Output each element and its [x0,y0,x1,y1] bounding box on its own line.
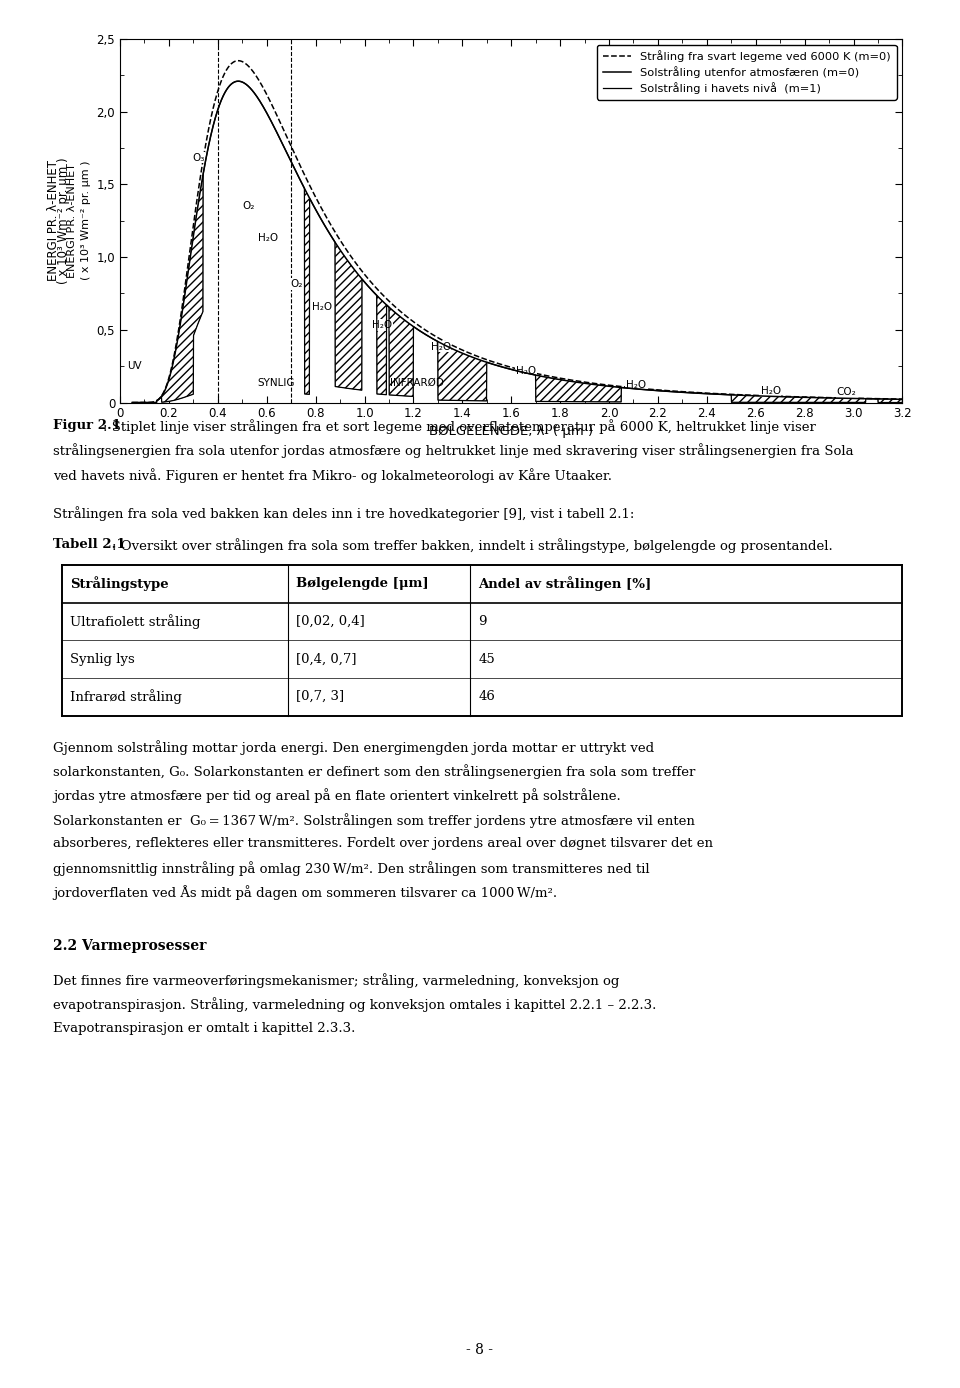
Text: O₃: O₃ [192,153,204,162]
Text: ved havets nivå. Figuren er hentet fra Mikro- og lokalmeteorologi av Kåre Utaake: ved havets nivå. Figuren er hentet fra M… [53,468,612,483]
Text: Strålingstype: Strålingstype [70,576,169,591]
Text: Solarkonstanten er  G₀ = 1367 W/m². Solstrålingen som treffer jordens ytre atmos: Solarkonstanten er G₀ = 1367 W/m². Solst… [53,813,695,827]
Text: : Oversikt over strålingen fra sola som treffer bakken, inndelt i strålingstype,: : Oversikt over strålingen fra sola som … [112,539,833,552]
Text: 46: 46 [478,690,495,704]
Text: Andel av strålingen [%]: Andel av strålingen [%] [478,576,651,591]
Y-axis label: ENERGI PR. λ-ENHET
( x 10³ Wm⁻² pr. μm ): ENERGI PR. λ-ENHET ( x 10³ Wm⁻² pr. μm ) [67,161,91,280]
Text: Evapotranspirasjon er omtalt i kapittel 2.3.3.: Evapotranspirasjon er omtalt i kapittel … [53,1022,355,1034]
Text: absorberes, reflekteres eller transmitteres. Fordelt over jordens areal over døg: absorberes, reflekteres eller transmitte… [53,837,712,849]
Text: [0,4, 0,7]: [0,4, 0,7] [296,652,356,665]
Text: H₂O: H₂O [626,380,646,390]
Text: 9: 9 [478,615,487,627]
Text: Tabell 2.1: Tabell 2.1 [53,539,126,551]
Text: : Stiplet linje viser strålingen fra et sort legeme med overflatetemperatur på 6: : Stiplet linje viser strålingen fra et … [103,419,816,434]
Text: Gjennom solstråling mottar jorda energi. Den energimengden jorda mottar er uttry: Gjennom solstråling mottar jorda energi.… [53,740,654,755]
Text: O₂: O₂ [290,279,302,289]
Text: INFRARØD: INFRARØD [391,378,444,389]
Text: - 8 -: - 8 - [467,1344,493,1357]
Text: strålingsenergien fra sola utenfor jordas atmosfære og heltrukket linje med skra: strålingsenergien fra sola utenfor jorda… [53,444,853,458]
Text: CO₂: CO₂ [836,387,856,397]
Text: Strålingen fra sola ved bakken kan deles inn i tre hovedkategorier [9], vist i t: Strålingen fra sola ved bakken kan deles… [53,507,635,522]
Text: H₂O: H₂O [312,303,332,312]
Text: Bølgelengde [μm]: Bølgelengde [μm] [296,577,428,590]
Text: H₂O: H₂O [372,319,392,330]
Text: H₂O: H₂O [516,366,537,376]
Text: Infrarød stråling: Infrarød stråling [70,690,182,704]
Text: [0,02, 0,4]: [0,02, 0,4] [296,615,365,627]
Text: 45: 45 [478,652,494,665]
Text: [0,7, 3]: [0,7, 3] [296,690,344,704]
Text: Figur 2.1: Figur 2.1 [53,419,121,432]
Text: ENERGI PR. λ-ENHET: ENERGI PR. λ-ENHET [47,160,60,282]
Text: Det finnes fire varmeoverføringsmekanismer; stråling, varmeledning, konveksjon o: Det finnes fire varmeoverføringsmekanism… [53,973,619,988]
Text: ( x 10³ Wm⁻² pr. μm ): ( x 10³ Wm⁻² pr. μm ) [58,157,70,285]
Text: H₂O: H₂O [430,341,450,351]
Text: H₂O: H₂O [258,233,278,243]
Text: Synlig lys: Synlig lys [70,652,134,665]
Text: O₂: O₂ [242,200,254,211]
X-axis label: BØLGELENGDE, λ  ( μm ): BØLGELENGDE, λ ( μm ) [429,425,593,437]
Text: jordas ytre atmosfære per tid og areal på en flate orientert vinkelrett på solst: jordas ytre atmosfære per tid og areal p… [53,788,620,804]
Text: H₂O: H₂O [760,386,780,397]
Text: SYNLIG: SYNLIG [257,378,296,389]
Text: evapotranspirasjon. Stråling, varmeledning og konveksjon omtales i kapittel 2.2.: evapotranspirasjon. Stråling, varmeledni… [53,998,657,1012]
Text: 2.2 Varmeprosesser: 2.2 Varmeprosesser [53,940,206,954]
Text: UV: UV [128,361,142,371]
Text: Ultrafiolett stråling: Ultrafiolett stråling [70,613,201,629]
Text: solarkonstanten, G₀. Solarkonstanten er definert som den strålingsenergien fra s: solarkonstanten, G₀. Solarkonstanten er … [53,763,695,779]
Text: gjennomsnittlig innstråling på omlag 230 W/m². Den strålingen som transmitteres : gjennomsnittlig innstråling på omlag 230… [53,861,649,876]
Text: jordoverflaten ved Ås midt på dagen om sommeren tilsvarer ca 1000 W/m².: jordoverflaten ved Ås midt på dagen om s… [53,886,557,901]
Legend: Stråling fra svart legeme ved 6000 K (m=0), Solstråling utenfor atmosfæren (m=0): Stråling fra svart legeme ved 6000 K (m=… [597,44,897,100]
